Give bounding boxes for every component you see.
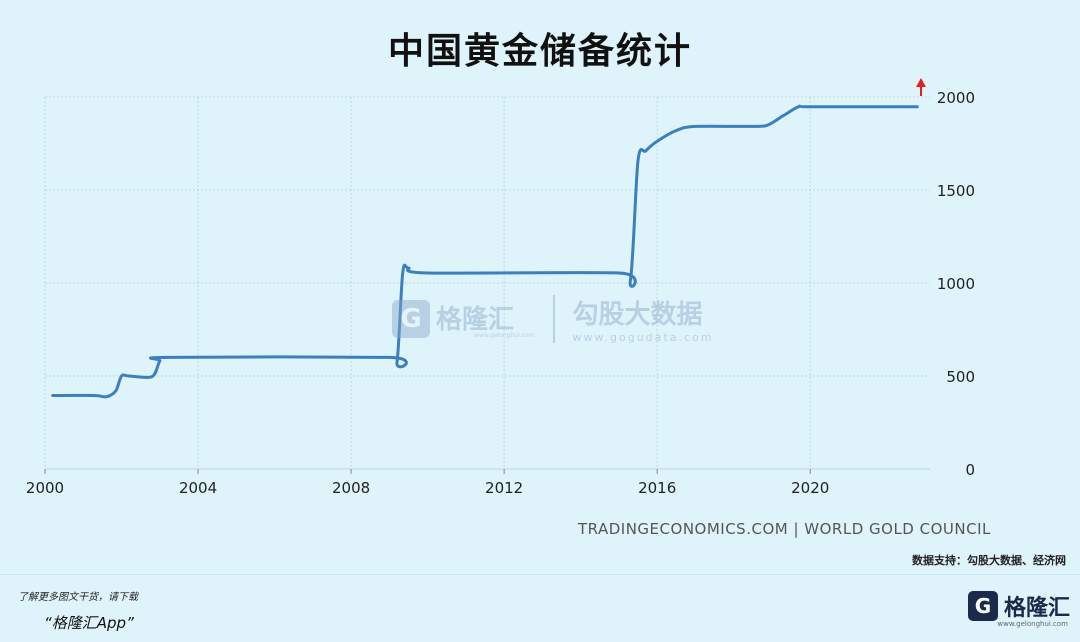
brand-name: 格隆汇 [1003,596,1070,621]
footer-brand[interactable]: G 格隆汇 www.gelonghui.com [967,590,1070,628]
x-tick-label: 2012 [485,479,523,497]
y-tick-label: 1000 [937,275,975,293]
y-tick-label: 0 [965,461,975,479]
x-tick-label: 2016 [638,479,676,497]
brand-url: www.gelonghui.com [997,620,1068,628]
series-line [51,104,919,399]
x-tick-label: 2008 [332,479,370,497]
promo-line-1: 了解更多图文干货，请下载 [18,592,138,603]
chart-source: TRADINGECONOMICS.COM | WORLD GOLD COUNCI… [578,520,991,538]
brand-logo-icon: G [967,591,998,621]
x-tick-label: 2020 [791,479,829,497]
y-tick-label: 2000 [937,89,975,107]
footer-bar [0,574,1080,642]
arrow-head [916,78,926,87]
y-tick-label: 1500 [937,182,975,200]
up-arrow-icon [916,78,926,96]
y-axis-ticks: 0 500 1000 1500 2000 [937,89,975,479]
promo-line-2[interactable]: “格隆汇App” [44,614,134,632]
y-tick-label: 500 [946,368,975,386]
x-axis-ticks: 2000 2004 2008 2012 2016 2020 [26,479,829,497]
chart-grid [44,96,930,474]
x-tick-label: 2000 [26,479,64,497]
chart-title: 中国黄金储备统计 [387,31,692,72]
x-tick-label: 2004 [179,479,217,497]
data-support: 数据支持：勾股大数据、经济网 [912,554,1066,567]
